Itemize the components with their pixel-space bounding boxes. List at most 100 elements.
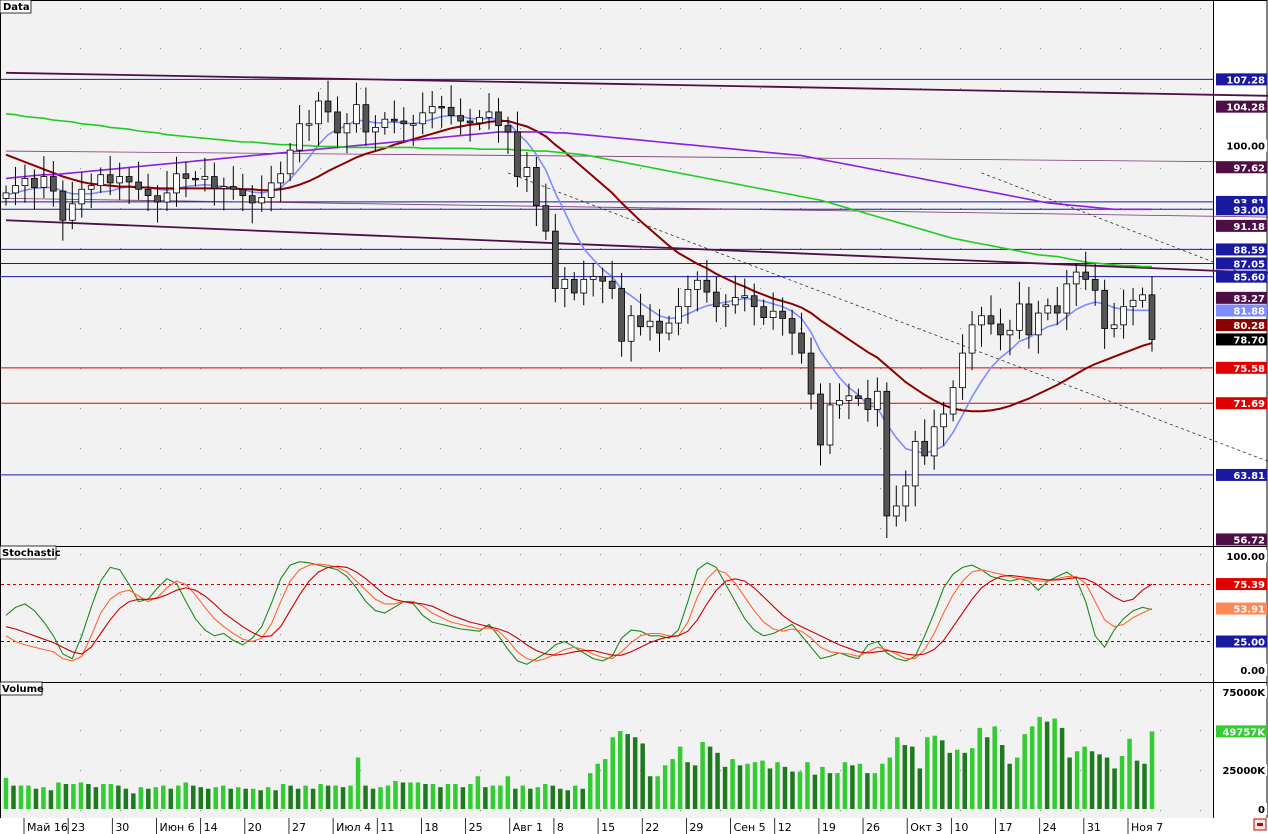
price-grid-dot [960,528,962,530]
price-grid-dot [400,408,402,410]
volume-bar [86,784,91,809]
price-grid-dot [560,448,562,450]
volume-grid-dot [1040,690,1042,692]
price-grid-dot [1080,248,1082,250]
stochastic-grid-dot [720,634,722,636]
candle-up [286,149,294,175]
volume-bar [11,785,16,809]
volume-bar [498,785,503,809]
candle-down [390,118,398,122]
candle-down [1101,289,1108,329]
volume-bar [131,793,136,809]
price-grid-dot [280,88,282,90]
volume-grid-dot [600,770,602,772]
volume-grid-dot [840,690,842,692]
stochastic-grid-dot [160,554,162,556]
volume-bar [932,735,938,809]
volume-bar [138,787,144,809]
volume-label-tag [1216,803,1267,815]
volume-grid-dot [1200,690,1202,692]
price-grid-dot [1040,408,1042,410]
volume-bar [902,745,908,809]
volume-bar [325,785,331,809]
candle-down [31,177,38,188]
volume-grid-dot [560,730,562,732]
volume-bar [775,762,780,809]
price-grid-dot [560,8,562,10]
volume-bar [265,787,271,809]
date-tick-label: 17 [999,821,1013,834]
date-tick-label: Ноя 7 [1131,821,1163,834]
candle-down [154,195,161,203]
volume-bar [310,788,316,809]
price-grid-dot [320,248,322,250]
price-grid-dot [680,288,682,290]
price-grid-dot [1080,408,1082,410]
price-grid-dot [1120,408,1122,410]
volume-grid-dot [280,770,282,772]
price-grid-dot [200,488,202,490]
price-grid-dot [600,528,602,530]
price-grid-dot [960,208,962,210]
price-grid-dot [280,248,282,250]
volume-grid-dot [200,770,202,772]
candle-up [343,123,351,134]
stochastic-grid-dot [560,594,562,596]
candle-up [874,390,881,410]
price-grid-dot [1160,128,1162,130]
price-grid-dot [280,408,282,410]
volume-bar [984,737,990,809]
volume-bar [895,737,900,809]
price-grid-dot [880,8,882,10]
stochastic-grid-dot [760,634,762,636]
price-grid-dot [200,48,202,50]
candle-up [523,167,531,177]
price-grid-dot [480,48,482,50]
volume-grid-dot [240,690,242,692]
price-grid-dot [1000,8,1002,10]
price-grid-dot [800,528,802,530]
volume-grid-dot [320,730,322,732]
volume-bar [1044,721,1050,809]
candle-down [362,104,370,133]
stochastic-grid-dot [160,674,162,676]
price-grid-dot [960,448,962,450]
volume-bar [176,785,181,809]
candle-up [845,395,853,401]
price-grid-dot [1200,408,1202,410]
date-tick-label: Июл 4 [336,821,371,834]
price-grid-dot [80,248,82,250]
volume-label: 25000K [1222,766,1266,777]
stochastic-grid-dot [480,674,482,676]
stochastic-label: 53.91 [1233,605,1265,616]
price-grid-dot [560,48,562,50]
stochastic-grid-dot [1160,634,1162,636]
price-grid-dot [560,368,562,370]
candle-down [750,295,758,308]
price-grid-dot [920,8,922,10]
price-grid-dot [1040,128,1042,130]
candle-up [163,192,171,203]
volume-grid-dot [240,730,242,732]
price-grid-dot [120,8,122,10]
volume-grid-dot [440,730,442,732]
price-grid-dot [200,408,202,410]
price-grid-dot [640,448,642,450]
stochastic-grid-dot [1120,554,1122,556]
price-grid-dot [920,528,922,530]
price-grid-dot [400,8,402,10]
price-grid-dot [1160,448,1162,450]
price-grid-dot [120,408,122,410]
candle-down [211,176,218,189]
candle-up [476,116,483,124]
price-grid-dot [400,328,402,330]
stochastic-label: 100.00 [1226,552,1265,563]
volume-grid-dot [840,770,842,772]
volume-grid-dot [800,690,802,692]
price-grid-dot [1000,488,1002,490]
price-grid-dot [320,48,322,50]
price-label-tag [1216,304,1267,317]
price-grid-dot [240,128,242,130]
corner-close-icon[interactable] [1253,818,1267,831]
price-grid-dot [760,448,762,450]
